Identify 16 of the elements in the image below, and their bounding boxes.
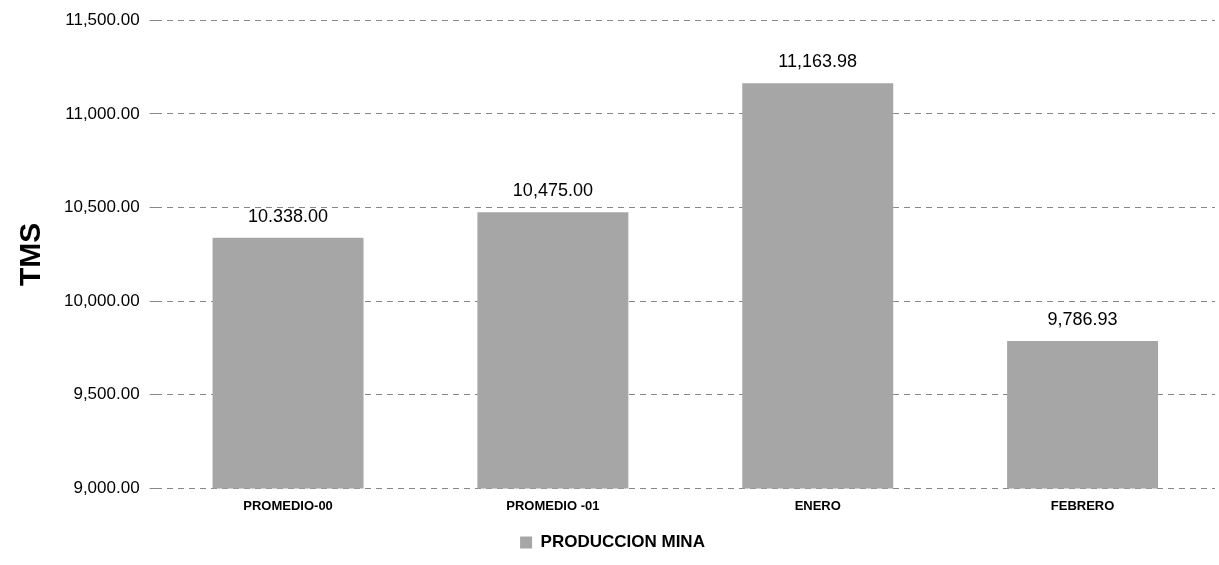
x-tick-label: ENERO xyxy=(794,497,841,513)
x-tick-label: FEBRERO xyxy=(1050,497,1115,513)
y-axis-title: TMS xyxy=(13,222,47,286)
y-tick-label: 11,000.00 xyxy=(65,103,140,123)
x-tick-label: PROMEDIO-00 xyxy=(243,497,333,513)
data-label: 11,163.98 xyxy=(778,51,858,72)
data-label: 10,475.00 xyxy=(512,180,593,201)
y-tick-label: 9,500.00 xyxy=(73,384,140,404)
y-tick-label: 9,000.00 xyxy=(73,478,140,498)
legend-label: PRODUCCION MINA xyxy=(540,532,705,552)
y-tick-label: 11,500.00 xyxy=(65,9,140,29)
y-tick-label: 10,500.00 xyxy=(63,197,140,217)
data-label: 9,786.93 xyxy=(1047,308,1118,329)
y-tick-label: 10,000.00 xyxy=(63,290,140,310)
data-label: 10.338.00 xyxy=(248,205,329,226)
x-tick-label: PROMEDIO -01 xyxy=(506,497,600,513)
